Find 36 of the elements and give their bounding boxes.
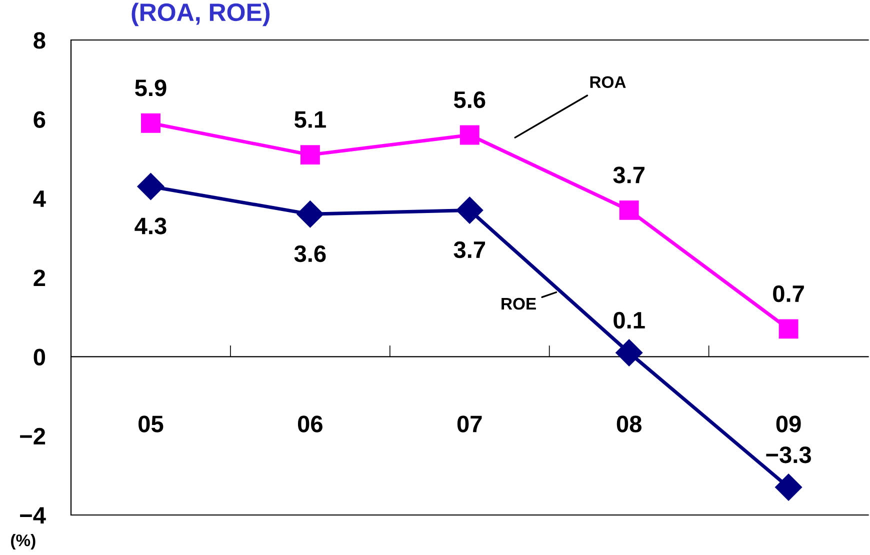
series-label: ROE <box>502 298 536 310</box>
y-tick-label: 0 <box>34 348 46 366</box>
data-label: 0.1 <box>614 312 645 329</box>
point <box>300 145 320 165</box>
data-label: 5.9 <box>135 80 166 96</box>
x-tick-label: 06 <box>298 416 322 432</box>
point <box>619 200 639 220</box>
point <box>460 125 480 145</box>
y-tick-label: −4 <box>20 507 46 524</box>
data-label: 4.3 <box>134 218 166 234</box>
point <box>616 339 643 366</box>
y-tick-label: 2 <box>34 270 46 286</box>
y-tick-label: 4 <box>33 190 46 207</box>
data-label: 3.6 <box>294 245 326 262</box>
data-label: 5.6 <box>454 91 486 108</box>
text: ROA <box>590 76 626 88</box>
point <box>141 113 160 133</box>
x-tick-label: 07 <box>457 416 482 432</box>
data-label: −3.3 <box>766 446 811 464</box>
x-tick-label: 08 <box>616 416 642 432</box>
data-label: 3.7 <box>613 166 644 184</box>
y-tick-label: −2 <box>20 428 46 444</box>
x-tick-label: 05 <box>138 416 164 432</box>
x-tick-label: 09 <box>776 416 801 432</box>
point <box>456 196 484 224</box>
y-axis-title: (%) <box>11 534 36 550</box>
data-label: 0.7 <box>773 285 804 302</box>
y-tick-label: 6 <box>34 111 46 128</box>
chart-title: (ROA, ROE) <box>132 2 270 26</box>
point <box>137 172 164 200</box>
point <box>296 200 324 228</box>
point <box>775 474 802 501</box>
data-label: 3.7 <box>454 241 486 258</box>
point <box>778 319 798 339</box>
y-tick-label: 8 <box>34 32 46 49</box>
data-label: 5.1 <box>294 111 326 128</box>
